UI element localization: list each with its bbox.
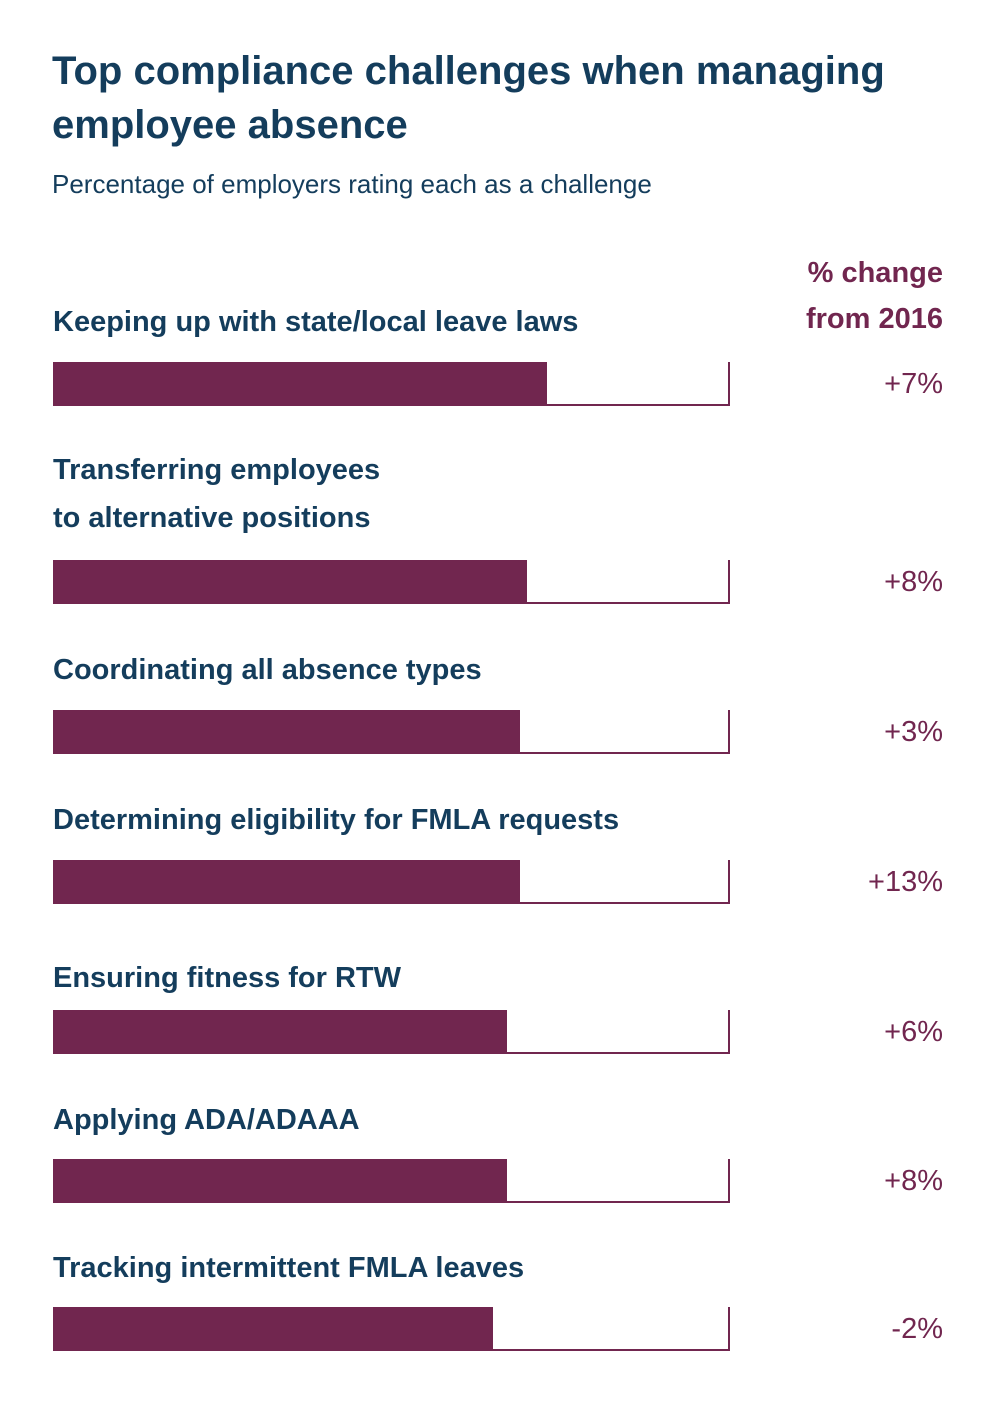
change-column-header: % change from 2016: [806, 250, 943, 342]
bar-label: Coordinating all absence types: [53, 654, 482, 686]
bar: [53, 1010, 507, 1054]
bar-label: Keeping up with state/local leave laws: [53, 306, 579, 338]
bar-label: Applying ADA/ADAAA: [53, 1104, 360, 1136]
change-value: +6%: [884, 1016, 943, 1048]
change-header-line1: % change: [807, 257, 943, 289]
change-value: +7%: [884, 368, 943, 400]
change-value: +3%: [884, 716, 943, 748]
chart-subtitle: Percentage of employers rating each as a…: [52, 169, 652, 199]
bar: [53, 560, 527, 604]
bar: [53, 710, 520, 754]
bar-label: Tracking intermittent FMLA leaves: [53, 1252, 525, 1284]
bar-label: to alternative positions: [53, 502, 371, 534]
bar-track: [53, 860, 730, 904]
change-header-line2: from 2016: [805, 303, 943, 335]
change-value: -2%: [891, 1313, 943, 1345]
bar: [53, 860, 520, 904]
bar: [53, 362, 547, 406]
bar-track: [53, 710, 730, 754]
chart-title: Top compliance challenges when managing …: [52, 49, 885, 147]
change-value: +8%: [884, 1165, 943, 1197]
bar-label: Determining eligibility for FMLA request…: [53, 804, 620, 836]
bar-label: Ensuring fitness for RTW: [53, 962, 401, 994]
bar-track: [53, 362, 730, 406]
change-value: +13%: [868, 866, 943, 898]
bar: [53, 1307, 493, 1351]
bar-track: [53, 1159, 730, 1203]
bar-label: Transferring employees: [53, 454, 381, 486]
bar-track: [53, 1010, 730, 1054]
change-value: +8%: [884, 566, 943, 598]
bar-track: [53, 1307, 730, 1351]
bar-track: [53, 560, 730, 604]
bar: [53, 1159, 507, 1203]
